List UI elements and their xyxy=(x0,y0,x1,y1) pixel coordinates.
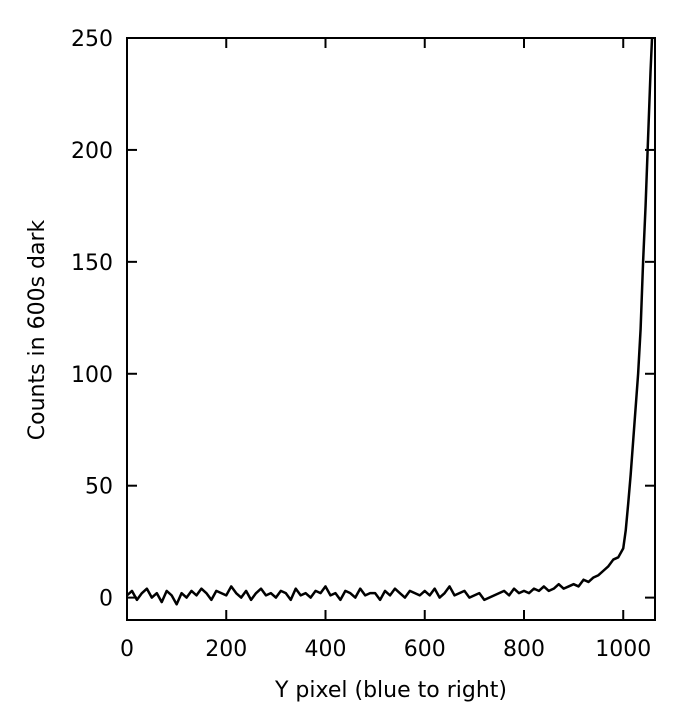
plot-frame xyxy=(126,37,656,621)
y-tick-label: 250 xyxy=(71,27,113,52)
y-tick-label: 0 xyxy=(99,587,113,612)
x-tick-label: 200 xyxy=(205,637,247,662)
y-tick-label: 150 xyxy=(71,251,113,276)
x-tick-label: 1000 xyxy=(595,637,651,662)
x-tick-label: 600 xyxy=(404,637,446,662)
y-tick-label: 50 xyxy=(85,475,113,500)
x-tick-label: 800 xyxy=(503,637,545,662)
x-tick-label: 0 xyxy=(120,637,134,662)
data-line xyxy=(126,37,654,606)
y-tick-label: 200 xyxy=(71,139,113,164)
y-tick-label: 100 xyxy=(71,363,113,388)
x-axis-title: Y pixel (blue to right) xyxy=(274,678,507,703)
y-axis-title: Counts in 600s dark xyxy=(25,219,50,440)
x-tick-label: 400 xyxy=(304,637,346,662)
